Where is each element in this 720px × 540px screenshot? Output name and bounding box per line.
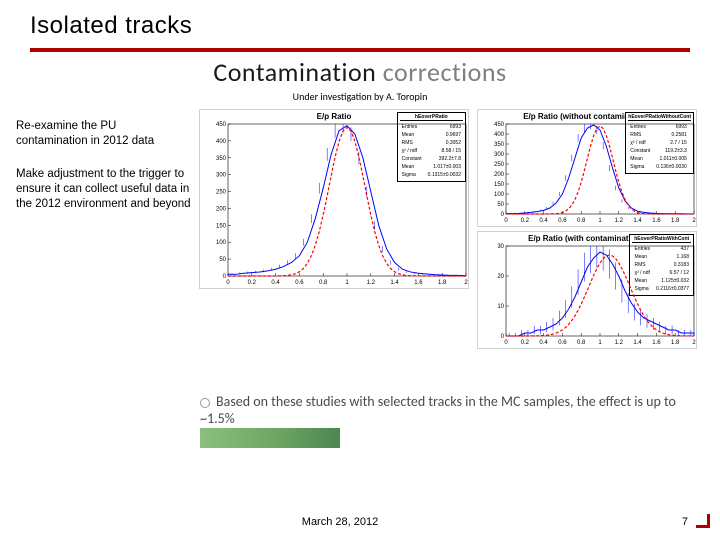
- svg-text:1.2: 1.2: [367, 280, 376, 286]
- svg-text:0.2: 0.2: [521, 340, 530, 346]
- svg-text:0.8: 0.8: [577, 218, 586, 224]
- svg-text:30: 30: [497, 244, 504, 250]
- svg-text:0: 0: [504, 218, 508, 224]
- svg-text:50: 50: [497, 202, 504, 208]
- svg-text:0.4: 0.4: [271, 280, 280, 286]
- svg-text:150: 150: [216, 223, 227, 229]
- svg-text:350: 350: [216, 156, 227, 162]
- svg-text:400: 400: [494, 132, 505, 138]
- svg-text:1: 1: [345, 280, 349, 286]
- svg-text:400: 400: [216, 139, 227, 145]
- footer: March 28, 2012 7: [0, 516, 720, 528]
- svg-text:1.2: 1.2: [615, 218, 624, 224]
- green-banner: [200, 428, 340, 448]
- svg-text:1.8: 1.8: [671, 340, 680, 346]
- page-number: 7: [682, 516, 688, 528]
- svg-text:350: 350: [494, 142, 505, 148]
- svg-text:1.4: 1.4: [633, 340, 642, 346]
- byline: Under investigation by A. Toropin: [30, 90, 690, 103]
- svg-text:250: 250: [494, 162, 505, 168]
- chart-ep-ratio: E/p RatiohEoverPRatioEntries6993Mean0.96…: [199, 109, 469, 289]
- svg-text:0.6: 0.6: [558, 340, 567, 346]
- svg-text:0.2: 0.2: [521, 218, 530, 224]
- svg-text:0.4: 0.4: [539, 340, 548, 346]
- svg-text:1.8: 1.8: [671, 218, 680, 224]
- svg-text:0.6: 0.6: [295, 280, 304, 286]
- svg-text:450: 450: [494, 122, 505, 128]
- section-subtitle: Contamination corrections: [30, 56, 690, 88]
- charts-area: E/p RatiohEoverPRatioEntries6993Mean0.96…: [199, 109, 704, 349]
- svg-text:100: 100: [494, 192, 505, 198]
- svg-text:450: 450: [216, 122, 227, 128]
- svg-text:100: 100: [216, 240, 227, 246]
- chart-without-contamination: E/p Ratio (without contamination)hEoverP…: [477, 109, 697, 227]
- svg-text:0.8: 0.8: [577, 340, 586, 346]
- svg-text:1.2: 1.2: [615, 340, 624, 346]
- svg-text:1: 1: [598, 218, 602, 224]
- svg-text:0: 0: [226, 280, 230, 286]
- svg-text:1.4: 1.4: [633, 218, 642, 224]
- svg-text:300: 300: [216, 173, 227, 179]
- bullet-icon: [200, 398, 210, 408]
- svg-text:1.4: 1.4: [390, 280, 399, 286]
- subtitle-light: corrections: [383, 56, 507, 88]
- left-text-column: Re-examine the PU contamination in 2012 …: [16, 109, 191, 349]
- svg-text:2: 2: [692, 218, 696, 224]
- svg-text:1.6: 1.6: [652, 218, 661, 224]
- subtitle-dark: Contamination: [213, 56, 376, 88]
- svg-text:150: 150: [494, 182, 505, 188]
- svg-text:2: 2: [692, 340, 696, 346]
- svg-text:20: 20: [497, 274, 504, 280]
- svg-text:0.6: 0.6: [558, 218, 567, 224]
- corner-decoration: [696, 514, 710, 528]
- svg-text:10: 10: [497, 304, 504, 310]
- conclusion-text: Based on these studies with selected tra…: [200, 394, 690, 428]
- svg-text:0.8: 0.8: [319, 280, 328, 286]
- svg-text:250: 250: [216, 190, 227, 196]
- footer-date: March 28, 2012: [302, 516, 378, 528]
- svg-text:1.6: 1.6: [414, 280, 423, 286]
- chart-with-contamination: E/p Ratio (with contamination-)hEoverPRa…: [477, 231, 697, 349]
- svg-text:200: 200: [216, 206, 227, 212]
- svg-text:1.6: 1.6: [652, 340, 661, 346]
- slide-title: Isolated tracks: [30, 12, 690, 40]
- svg-text:0.2: 0.2: [248, 280, 257, 286]
- svg-text:200: 200: [494, 172, 505, 178]
- svg-text:300: 300: [494, 152, 505, 158]
- svg-text:0: 0: [504, 340, 508, 346]
- para-2: Make adjustment to the trigger to ensure…: [16, 167, 191, 212]
- svg-text:50: 50: [219, 257, 226, 263]
- svg-text:1: 1: [598, 340, 602, 346]
- svg-text:0.4: 0.4: [539, 218, 548, 224]
- svg-text:1.8: 1.8: [438, 280, 447, 286]
- para-1: Re-examine the PU contamination in 2012 …: [16, 119, 191, 149]
- svg-text:2: 2: [464, 280, 468, 286]
